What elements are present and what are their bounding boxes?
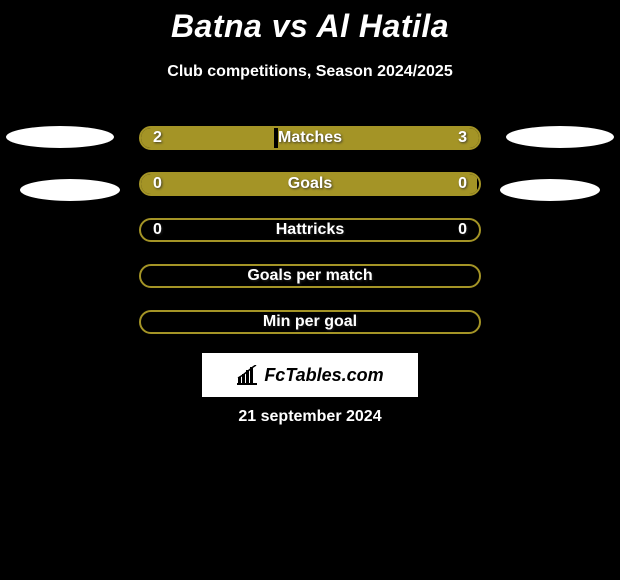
stat-bar: Matches2 3 [139, 126, 481, 150]
stat-value-left: 2 [153, 129, 162, 147]
watermark-box: FcTables.com [202, 353, 418, 397]
stat-label: Goals per match [141, 267, 479, 285]
watermark-text: FcTables.com [264, 365, 383, 386]
stat-value-left: 0 [153, 175, 162, 193]
stat-label: Hattricks [141, 221, 479, 239]
stat-row: Min per goal [0, 310, 620, 334]
stat-value-right: 0 [458, 175, 467, 193]
subtitle: Club competitions, Season 2024/2025 [0, 45, 620, 81]
stat-bar: Goals0 0 [139, 172, 481, 196]
stat-row: Goals per match [0, 264, 620, 288]
stat-row: Hattricks0 0 [0, 218, 620, 242]
stat-value-right: 0 [458, 221, 467, 239]
stat-label: Matches [141, 129, 479, 147]
bar-chart-icon [236, 365, 258, 385]
stat-row: Matches2 3 [0, 126, 620, 150]
stat-bar: Goals per match [139, 264, 481, 288]
stat-label: Goals [141, 175, 479, 193]
page-title: Batna vs Al Hatila [0, 0, 620, 45]
stat-value-left: 0 [153, 221, 162, 239]
stat-label: Min per goal [141, 313, 479, 331]
stat-value-right: 3 [458, 129, 467, 147]
h2h-infographic: Batna vs Al Hatila Club competitions, Se… [0, 0, 620, 580]
stat-row: Goals0 0 [0, 172, 620, 196]
stat-bar: Hattricks0 0 [139, 218, 481, 242]
date-line: 21 september 2024 [0, 408, 620, 426]
stat-bar: Min per goal [139, 310, 481, 334]
